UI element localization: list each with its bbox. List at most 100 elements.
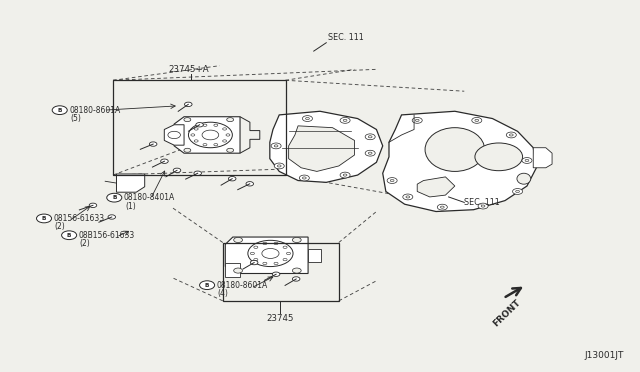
Circle shape <box>274 163 284 169</box>
Circle shape <box>107 193 122 202</box>
Circle shape <box>184 148 191 152</box>
Circle shape <box>214 144 218 146</box>
Circle shape <box>194 171 202 176</box>
Circle shape <box>89 203 97 208</box>
Circle shape <box>184 118 191 122</box>
Circle shape <box>365 134 375 140</box>
Circle shape <box>274 242 278 245</box>
Circle shape <box>506 132 516 138</box>
Text: 08B156-61633: 08B156-61633 <box>79 231 135 240</box>
Text: B: B <box>58 108 62 113</box>
Circle shape <box>481 205 485 207</box>
Text: B: B <box>42 216 46 221</box>
Circle shape <box>509 134 513 136</box>
Circle shape <box>292 237 301 243</box>
Polygon shape <box>270 111 383 182</box>
Circle shape <box>191 134 195 136</box>
Text: B: B <box>67 233 71 238</box>
Circle shape <box>475 143 523 171</box>
Circle shape <box>194 140 198 142</box>
Text: J13001JT: J13001JT <box>585 351 624 360</box>
Polygon shape <box>533 148 552 168</box>
Circle shape <box>227 148 234 152</box>
Circle shape <box>203 124 207 126</box>
Polygon shape <box>308 249 321 262</box>
Circle shape <box>36 214 52 223</box>
Circle shape <box>227 118 234 122</box>
Circle shape <box>403 194 413 200</box>
Circle shape <box>108 215 116 219</box>
Circle shape <box>300 175 309 181</box>
Circle shape <box>303 116 312 122</box>
Polygon shape <box>417 177 455 197</box>
Circle shape <box>343 119 347 122</box>
Circle shape <box>214 124 218 126</box>
Circle shape <box>184 102 192 106</box>
Circle shape <box>149 142 157 146</box>
Polygon shape <box>383 111 536 212</box>
Circle shape <box>61 231 77 240</box>
Circle shape <box>368 136 372 138</box>
Circle shape <box>365 150 375 156</box>
Circle shape <box>478 203 488 209</box>
Circle shape <box>472 118 482 123</box>
Text: SEC. 111: SEC. 111 <box>464 198 500 207</box>
Text: 08180-8601A: 08180-8601A <box>69 106 120 115</box>
Circle shape <box>305 118 309 120</box>
Circle shape <box>168 131 180 139</box>
Circle shape <box>226 134 230 136</box>
Text: 08156-61633: 08156-61633 <box>54 214 104 223</box>
Polygon shape <box>116 174 145 192</box>
Text: (1): (1) <box>125 202 136 211</box>
Circle shape <box>440 206 444 208</box>
Circle shape <box>340 118 350 123</box>
Text: B: B <box>205 283 209 288</box>
Text: 08180-8401A: 08180-8401A <box>124 193 175 202</box>
Circle shape <box>250 252 255 254</box>
Circle shape <box>248 240 293 267</box>
Circle shape <box>263 262 267 264</box>
Circle shape <box>254 259 258 261</box>
Text: (5): (5) <box>70 114 81 123</box>
Circle shape <box>522 158 532 163</box>
Circle shape <box>202 130 219 140</box>
Circle shape <box>161 159 168 163</box>
Polygon shape <box>225 263 241 277</box>
Text: (2): (2) <box>54 222 65 231</box>
Circle shape <box>52 106 67 115</box>
Circle shape <box>194 128 198 130</box>
Circle shape <box>223 140 227 142</box>
Circle shape <box>513 189 523 195</box>
Circle shape <box>250 260 258 265</box>
Circle shape <box>412 118 422 123</box>
Circle shape <box>292 277 300 281</box>
Circle shape <box>234 268 243 273</box>
Circle shape <box>203 144 207 146</box>
Circle shape <box>246 182 253 186</box>
Text: B: B <box>112 195 116 200</box>
Circle shape <box>292 268 301 273</box>
Circle shape <box>415 119 419 122</box>
Circle shape <box>254 246 258 248</box>
Circle shape <box>173 168 180 173</box>
Circle shape <box>262 248 279 259</box>
Circle shape <box>274 145 278 147</box>
Circle shape <box>283 259 287 261</box>
Circle shape <box>475 119 479 122</box>
Circle shape <box>274 262 278 264</box>
Text: 08180-8601A: 08180-8601A <box>216 280 268 290</box>
Text: FRONT: FRONT <box>492 298 522 328</box>
Circle shape <box>303 177 306 179</box>
Polygon shape <box>174 117 240 153</box>
Circle shape <box>525 159 529 161</box>
Text: 23745: 23745 <box>267 314 294 323</box>
Circle shape <box>223 128 227 130</box>
Text: SEC. 111: SEC. 111 <box>328 33 364 42</box>
Circle shape <box>287 252 291 254</box>
Circle shape <box>271 143 281 149</box>
Polygon shape <box>225 237 308 273</box>
Text: (2): (2) <box>80 239 90 248</box>
Circle shape <box>228 177 236 181</box>
Circle shape <box>437 204 447 210</box>
Circle shape <box>188 122 232 148</box>
